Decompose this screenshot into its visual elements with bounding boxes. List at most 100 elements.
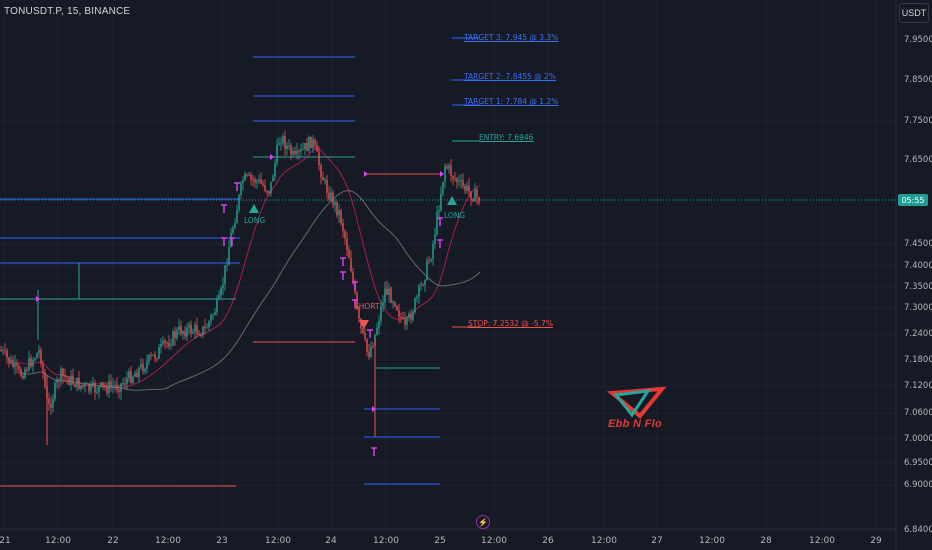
- candle-body: [28, 357, 30, 371]
- candle-body: [208, 321, 210, 328]
- candle-body: [50, 403, 52, 408]
- candle-body: [264, 185, 266, 191]
- candles: [0, 130, 480, 445]
- long-signal-label: LONG: [244, 216, 266, 225]
- level-marker: [364, 171, 368, 177]
- candle-body: [100, 382, 102, 387]
- candle-body: [372, 346, 374, 348]
- candle-body: [378, 321, 380, 328]
- level-marker: [36, 296, 40, 302]
- current-price-badge: 05:55: [898, 194, 928, 206]
- candle-body: [206, 327, 208, 329]
- candle-body: [350, 258, 352, 272]
- time-tick-label: 12:00: [373, 536, 399, 546]
- candle-body: [218, 295, 220, 300]
- candle-body: [170, 345, 172, 347]
- candle-body: [242, 180, 244, 184]
- candle-body: [384, 288, 386, 303]
- price-tick-label: 6.9000: [904, 480, 932, 490]
- candle-body: [344, 231, 346, 239]
- candle-body: [388, 288, 390, 295]
- candle-body: [144, 368, 146, 372]
- candle-body: [138, 367, 140, 378]
- short-signal-triangle: [359, 320, 369, 329]
- candle-body: [154, 354, 156, 359]
- price-tick-label: 7.6500: [904, 155, 932, 165]
- candle-body: [298, 150, 300, 152]
- currency-button[interactable]: USDT: [899, 3, 929, 23]
- price-tick-label: 7.7500: [904, 116, 932, 126]
- candle-body: [38, 350, 40, 354]
- lightning-icon[interactable]: ⚡: [476, 515, 490, 529]
- price-tick-label: 7.2400: [904, 329, 932, 339]
- candle-body: [182, 331, 184, 335]
- candle-body: [212, 314, 214, 316]
- candle-body: [260, 179, 262, 184]
- target-3-label: TARGET 3: 7.945 @ 3.3%: [464, 33, 559, 42]
- candle-body: [340, 210, 342, 224]
- candle-body: [30, 357, 32, 367]
- signal-markers: [36, 154, 457, 456]
- candle-body: [276, 144, 278, 163]
- candle-body: [224, 265, 226, 285]
- candle-body: [336, 201, 338, 216]
- candle-body: [290, 145, 292, 155]
- candle-body: [204, 326, 206, 328]
- candle-body: [314, 139, 316, 146]
- time-tick-label: 25: [434, 536, 446, 546]
- candle-body: [440, 193, 442, 211]
- price-tick-label: 7.1800: [904, 355, 932, 365]
- candle-body: [226, 264, 228, 266]
- candle-body: [214, 312, 216, 315]
- candle-body: [460, 180, 462, 182]
- candle-body: [66, 376, 68, 379]
- candle-body: [380, 305, 382, 322]
- candle-body: [394, 302, 396, 306]
- price-tick-label: 7.0600: [904, 408, 932, 418]
- candle-body: [196, 324, 198, 334]
- candle-body: [156, 358, 158, 360]
- candle-body: [52, 398, 54, 408]
- candle-body: [4, 350, 6, 352]
- time-tick-label: 21: [0, 536, 11, 546]
- time-tick-label: 12:00: [265, 536, 291, 546]
- target-2-label: TARGET 2: 7.8455 @ 2%: [464, 72, 556, 81]
- symbol-title[interactable]: TONUSDT.P, 15, BINANCE: [4, 6, 131, 17]
- long-signal-label: LONG: [444, 211, 466, 220]
- candle-body: [122, 383, 124, 385]
- price-tick-label: 7.4000: [904, 261, 932, 271]
- candle-body: [254, 179, 256, 183]
- candle-body: [110, 381, 112, 387]
- price-tick-label: 7.4500: [904, 239, 932, 249]
- candle-body: [296, 150, 298, 155]
- candle-body: [382, 302, 384, 306]
- candle-body: [300, 149, 302, 152]
- candle-body: [368, 351, 370, 357]
- candle-body: [98, 386, 100, 392]
- candle-body: [10, 360, 12, 364]
- candle-body: [118, 389, 120, 393]
- candle-body: [178, 326, 180, 330]
- candle-body: [446, 166, 448, 169]
- candle-body: [304, 143, 306, 150]
- candle-body: [456, 178, 458, 182]
- candle-body: [192, 331, 194, 334]
- candle-body: [444, 166, 446, 182]
- candle-body: [172, 331, 174, 346]
- candle-body: [240, 183, 242, 195]
- candle-body: [148, 355, 150, 362]
- candle-body: [364, 332, 366, 339]
- candle-body: [414, 298, 416, 313]
- candle-body: [142, 363, 144, 372]
- candle-body: [120, 383, 122, 393]
- candle-body: [88, 383, 90, 392]
- candle-body: [102, 382, 104, 386]
- candle-body: [0, 350, 2, 352]
- candle-body: [166, 342, 168, 344]
- moving-averages: [19, 148, 481, 391]
- candle-body: [268, 191, 270, 193]
- candle-body: [478, 197, 480, 203]
- time-tick-label: 23: [216, 536, 228, 546]
- candle-body: [308, 136, 310, 152]
